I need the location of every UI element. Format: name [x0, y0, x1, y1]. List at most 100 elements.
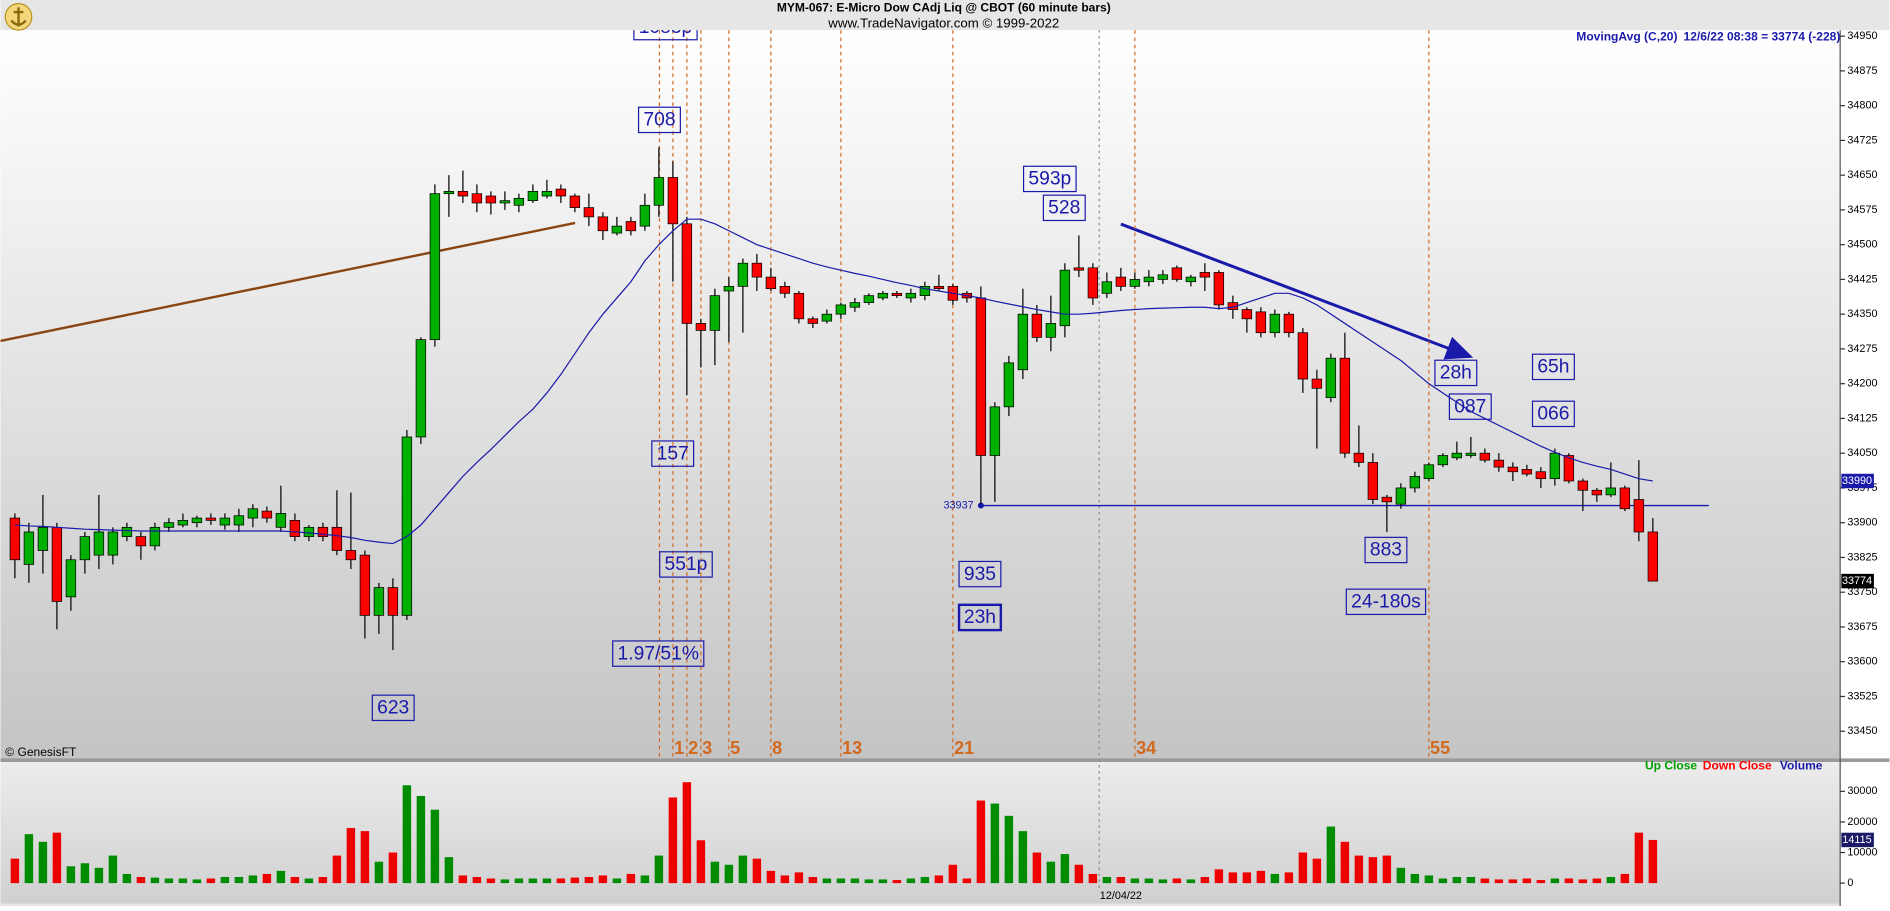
volume-bar [402, 785, 412, 884]
candle-body [485, 195, 497, 204]
candle-body [1619, 487, 1631, 510]
candle-body [1003, 362, 1015, 408]
candle-body [1059, 269, 1071, 327]
annotation-box [1022, 165, 1077, 193]
volume-bar [1200, 876, 1210, 884]
y-tick-label: 33675 [1847, 621, 1877, 633]
annotation-box [1531, 353, 1575, 381]
candle-body [331, 526, 343, 551]
volume-bar [1382, 855, 1392, 884]
volume-bar [1550, 878, 1560, 884]
candle-body [541, 191, 553, 197]
candle-body [261, 510, 273, 519]
annotation-text: 623 [377, 698, 409, 719]
y-tick-label: 33750 [1847, 586, 1877, 598]
volume-bar [556, 878, 566, 884]
annotation-text: 528 [1048, 198, 1080, 219]
candle-body [1395, 487, 1407, 505]
candle-body [1087, 267, 1099, 299]
fib-label: 3 [702, 738, 712, 758]
fib-label: 21 [954, 738, 974, 758]
fib-label: 13 [842, 738, 862, 758]
volume-bar [1536, 880, 1546, 884]
y-tick-label: 34950 [1847, 30, 1877, 42]
candle-body [597, 216, 609, 232]
volume-tick-label: 10000 [1847, 846, 1877, 858]
volume-bar [38, 841, 48, 884]
volume-bar [458, 875, 468, 884]
volume-bar [220, 876, 230, 884]
annotation-text: 551p [665, 554, 708, 575]
volume-bar [836, 878, 846, 884]
volume-bar [766, 870, 776, 884]
annotation-text: 087 [1454, 396, 1486, 417]
fib-label: 2 [688, 738, 698, 758]
candle-body [905, 292, 917, 299]
y-tick-label: 33450 [1847, 725, 1877, 737]
volume-bar [696, 840, 706, 884]
y-tick-label: 33525 [1847, 690, 1877, 702]
y-tick-label: 34500 [1847, 239, 1877, 251]
candle-body [751, 262, 763, 278]
candle-body [779, 286, 791, 294]
volume-bar [570, 877, 580, 884]
volume-bar [332, 855, 342, 884]
candle-body [1241, 309, 1253, 320]
candle-body [807, 318, 819, 324]
fib-label: 1 [674, 738, 684, 758]
candle-body [471, 193, 483, 204]
credit: © GenesisFT [5, 745, 77, 759]
candle-body [401, 436, 413, 616]
candle-body [1171, 267, 1183, 280]
annotation-text: 157 [657, 443, 689, 464]
annotation-box [958, 560, 1002, 588]
volume-bar [234, 876, 244, 884]
candle-body [1591, 489, 1603, 496]
annotation-text: 066 [1537, 404, 1569, 425]
candle-body [65, 559, 77, 598]
volume-bar [318, 876, 328, 884]
annotation-box [637, 106, 681, 134]
volume-bar [108, 855, 118, 884]
candle-body [1367, 462, 1379, 500]
annotation-text: 23h [964, 607, 996, 628]
status-text: 12/6/22 08:38 = 33774 (-228) [1684, 30, 1841, 44]
candle-body [1269, 313, 1281, 334]
volume-bar [1396, 867, 1406, 884]
candle-body [765, 276, 777, 290]
volume-bar [66, 866, 76, 884]
volume-bar [528, 878, 538, 884]
moving-average [14, 218, 1653, 545]
volume-bar [374, 861, 384, 884]
volume-bar [1312, 858, 1322, 884]
annotation-box [1345, 588, 1427, 616]
volume-bar [388, 852, 398, 884]
annotation-box [1448, 393, 1492, 420]
price-pane [0, 30, 1841, 760]
price-plot: 1083p708593p528157551p1.97/51%62393523h8… [9, 30, 1709, 760]
candle-body [205, 517, 217, 521]
volume-bar [10, 858, 20, 884]
volume-bar [1130, 878, 1140, 884]
last-price-tag-box [1841, 573, 1874, 589]
volume-bar [1270, 873, 1280, 884]
volume-bar [682, 782, 692, 884]
annotation-box [1364, 536, 1408, 564]
volume-bar [416, 795, 426, 884]
candle-body [1451, 452, 1463, 459]
volume-bar [1242, 872, 1252, 884]
volume-bar [794, 872, 804, 884]
y-tick-label: 34050 [1847, 447, 1877, 459]
candle-body [1325, 357, 1337, 398]
price-axis-area [1840, 30, 1890, 906]
candle-body [891, 292, 903, 296]
candle-body [191, 517, 203, 524]
candle-body [443, 191, 455, 195]
candle-body [821, 313, 833, 322]
candle-body [457, 191, 469, 197]
candle-body [1129, 279, 1141, 287]
candle-body [695, 323, 707, 331]
candle-body [79, 536, 91, 561]
candle-body [681, 223, 693, 324]
candle-body [1381, 496, 1393, 503]
